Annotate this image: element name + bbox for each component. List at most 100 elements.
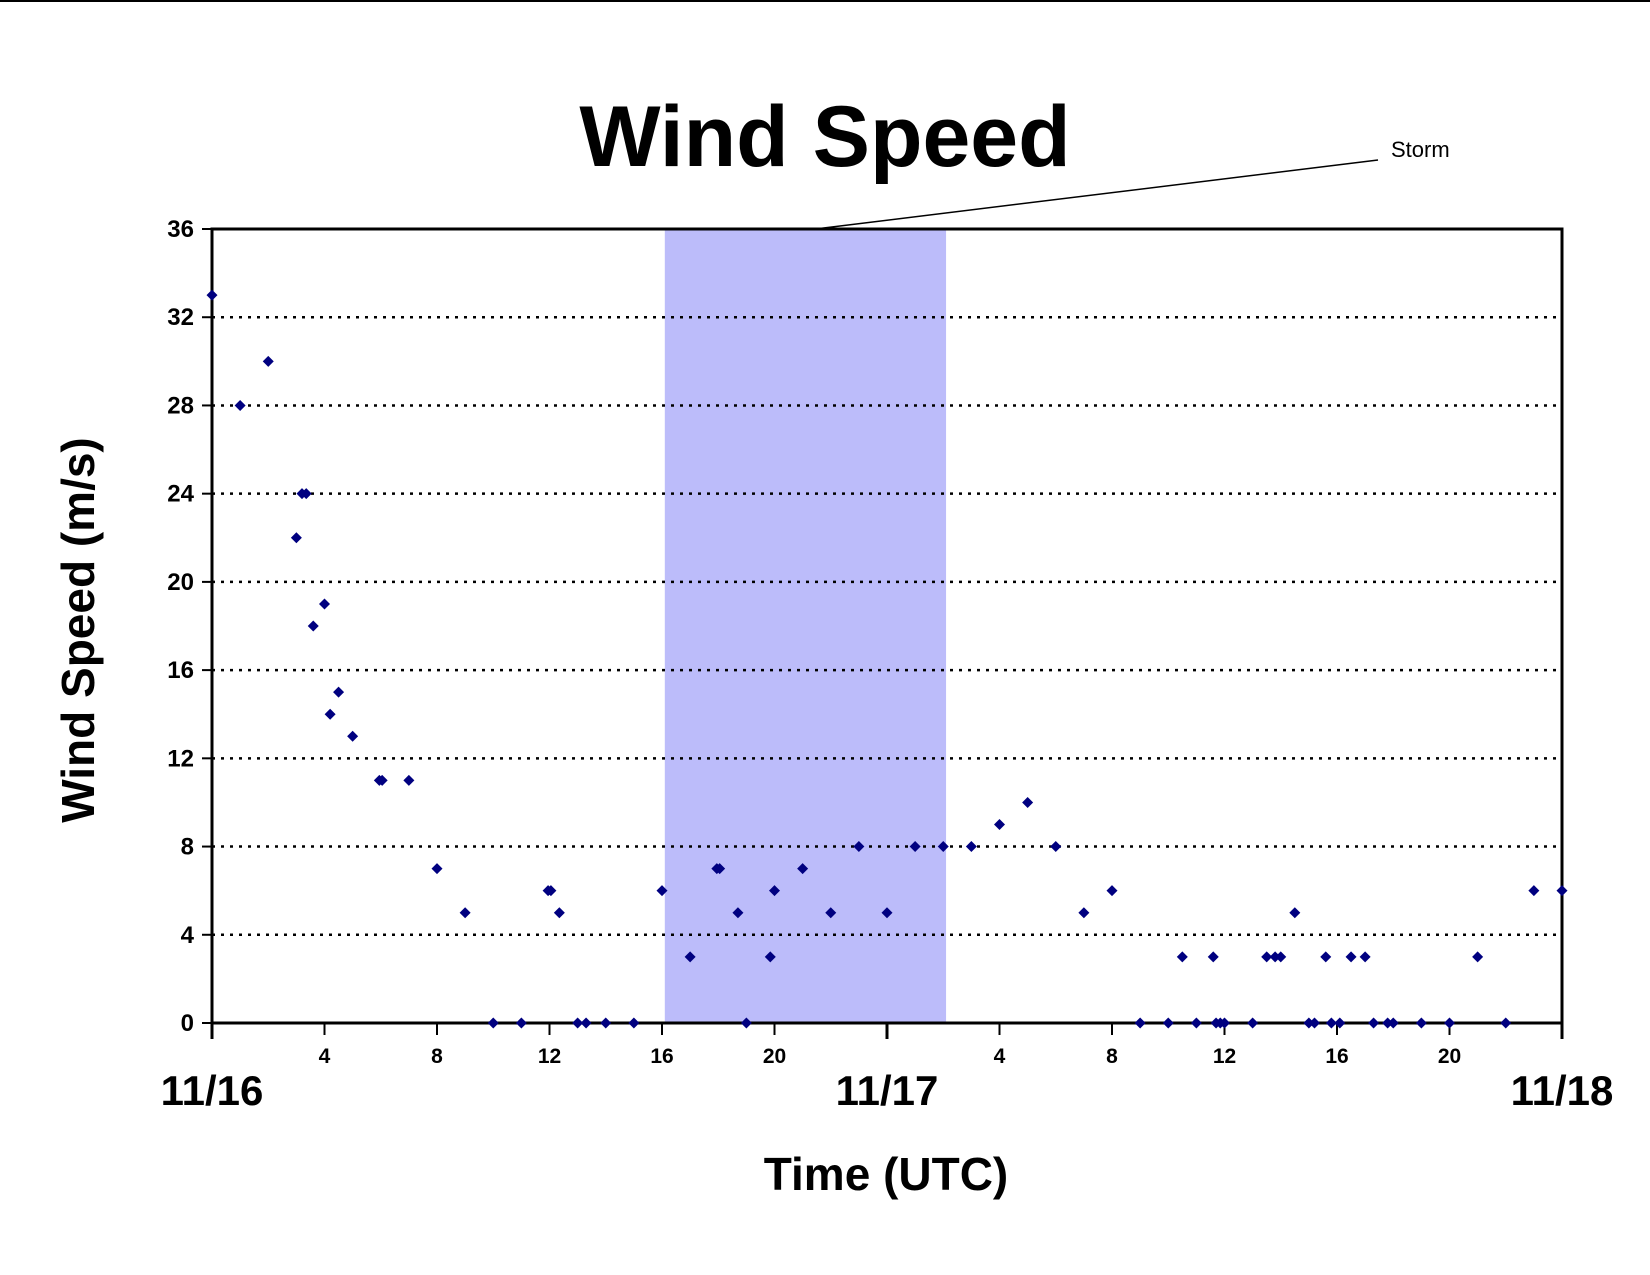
data-point	[1368, 1017, 1380, 1029]
x-tick-label: 4	[994, 1045, 1006, 1068]
y-tick-label: 32	[167, 304, 194, 331]
x-tick-label: 12	[1213, 1045, 1236, 1068]
data-point	[769, 885, 780, 897]
data-point	[714, 863, 726, 875]
data-point	[319, 598, 330, 610]
data-point	[1387, 1017, 1399, 1029]
data-point	[580, 1017, 592, 1029]
x-tick-label: 20	[763, 1045, 786, 1068]
data-point	[324, 708, 336, 720]
data-point	[1176, 951, 1188, 963]
data-point	[1345, 951, 1357, 963]
data-point	[1050, 841, 1062, 853]
storm-label: Storm	[1391, 137, 1450, 162]
data-point	[965, 841, 977, 853]
data-point	[1247, 1017, 1259, 1029]
data-point	[1528, 885, 1540, 897]
data-point	[307, 620, 319, 632]
y-tick-label: 8	[181, 834, 194, 861]
data-point	[937, 841, 949, 853]
data-point	[553, 907, 565, 919]
data-point	[1190, 1017, 1202, 1029]
y-tick-label: 36	[167, 216, 194, 243]
data-point	[1078, 907, 1090, 919]
data-point	[459, 907, 471, 919]
data-point	[300, 488, 312, 500]
x-day-label: 11/18	[1511, 1067, 1614, 1114]
data-point	[600, 1017, 612, 1029]
x-tick-label: 12	[538, 1045, 561, 1068]
data-point	[1444, 1017, 1455, 1029]
storm-callout-line	[815, 159, 1379, 230]
plot-area: 0 4 8 12 16 20 24 28 32 36 4 8 12 16 20 4 8 12 16 20 11/16 11…	[161, 137, 1614, 1114]
data-point	[1359, 951, 1371, 963]
y-tick-label: 24	[167, 481, 194, 508]
data-point	[994, 819, 1005, 830]
data-point	[1472, 951, 1484, 963]
data-point	[376, 774, 388, 786]
x-tick-label: 16	[1325, 1045, 1348, 1068]
data-point	[333, 686, 345, 698]
data-point	[234, 399, 246, 411]
y-tick-label: 4	[181, 922, 195, 949]
x-tick-label: 20	[1438, 1045, 1461, 1068]
y-axis-label: Wind Speed (m/s)	[52, 437, 104, 823]
data-point	[347, 730, 359, 742]
x-day-label: 11/17	[836, 1067, 939, 1114]
data-point	[1106, 885, 1118, 897]
data-point	[1556, 885, 1568, 897]
data-point	[732, 907, 744, 919]
data-point	[1303, 1017, 1315, 1029]
y-tick-label: 20	[167, 569, 194, 596]
data-point	[909, 841, 921, 853]
data-point	[853, 841, 865, 853]
data-point	[1320, 951, 1332, 963]
data-point	[487, 1017, 499, 1029]
chart-title: Wind Speed	[579, 89, 1070, 185]
data-point	[1500, 1017, 1512, 1029]
data-point	[1162, 1017, 1174, 1029]
data-point	[1289, 907, 1301, 919]
data-point	[1219, 1017, 1230, 1029]
data-point	[684, 951, 696, 963]
data-point	[1325, 1017, 1337, 1029]
data-point	[1207, 951, 1219, 963]
storm-shaded-region	[664, 229, 947, 1023]
x-tick-label: 8	[431, 1045, 443, 1068]
data-point	[1269, 951, 1281, 963]
x-axis-label: Time (UTC)	[764, 1148, 1009, 1200]
top-rule	[0, 0, 1650, 2]
data-point	[1022, 796, 1034, 808]
data-point	[1382, 1017, 1394, 1029]
data-point	[1415, 1017, 1427, 1029]
y-tick-label: 16	[167, 657, 194, 684]
data-point	[1134, 1017, 1146, 1029]
data-point	[1334, 1017, 1346, 1029]
x-tick-label: 8	[1106, 1045, 1118, 1068]
data-point	[1309, 1017, 1320, 1029]
data-point	[206, 289, 218, 301]
x-tick-label: 4	[319, 1045, 331, 1068]
y-tick-label: 12	[167, 745, 194, 772]
data-point	[1275, 951, 1287, 963]
data-point	[403, 774, 415, 786]
x-tick-label: 16	[650, 1045, 673, 1068]
data-point	[545, 885, 557, 897]
data-point	[656, 885, 668, 897]
x-day-label: 11/16	[161, 1067, 264, 1114]
data-point	[572, 1017, 584, 1029]
data-point	[262, 355, 274, 367]
data-point	[1261, 951, 1273, 963]
y-tick-label: 28	[167, 392, 194, 419]
data-point	[797, 863, 809, 875]
data-point	[515, 1017, 527, 1029]
data-point	[764, 951, 776, 963]
data-point	[431, 863, 443, 875]
data-point	[740, 1017, 752, 1029]
data-point	[825, 907, 837, 919]
data-point	[881, 907, 893, 919]
data-point	[290, 532, 302, 544]
data-point	[628, 1017, 640, 1029]
y-tick-label: 0	[181, 1010, 194, 1037]
